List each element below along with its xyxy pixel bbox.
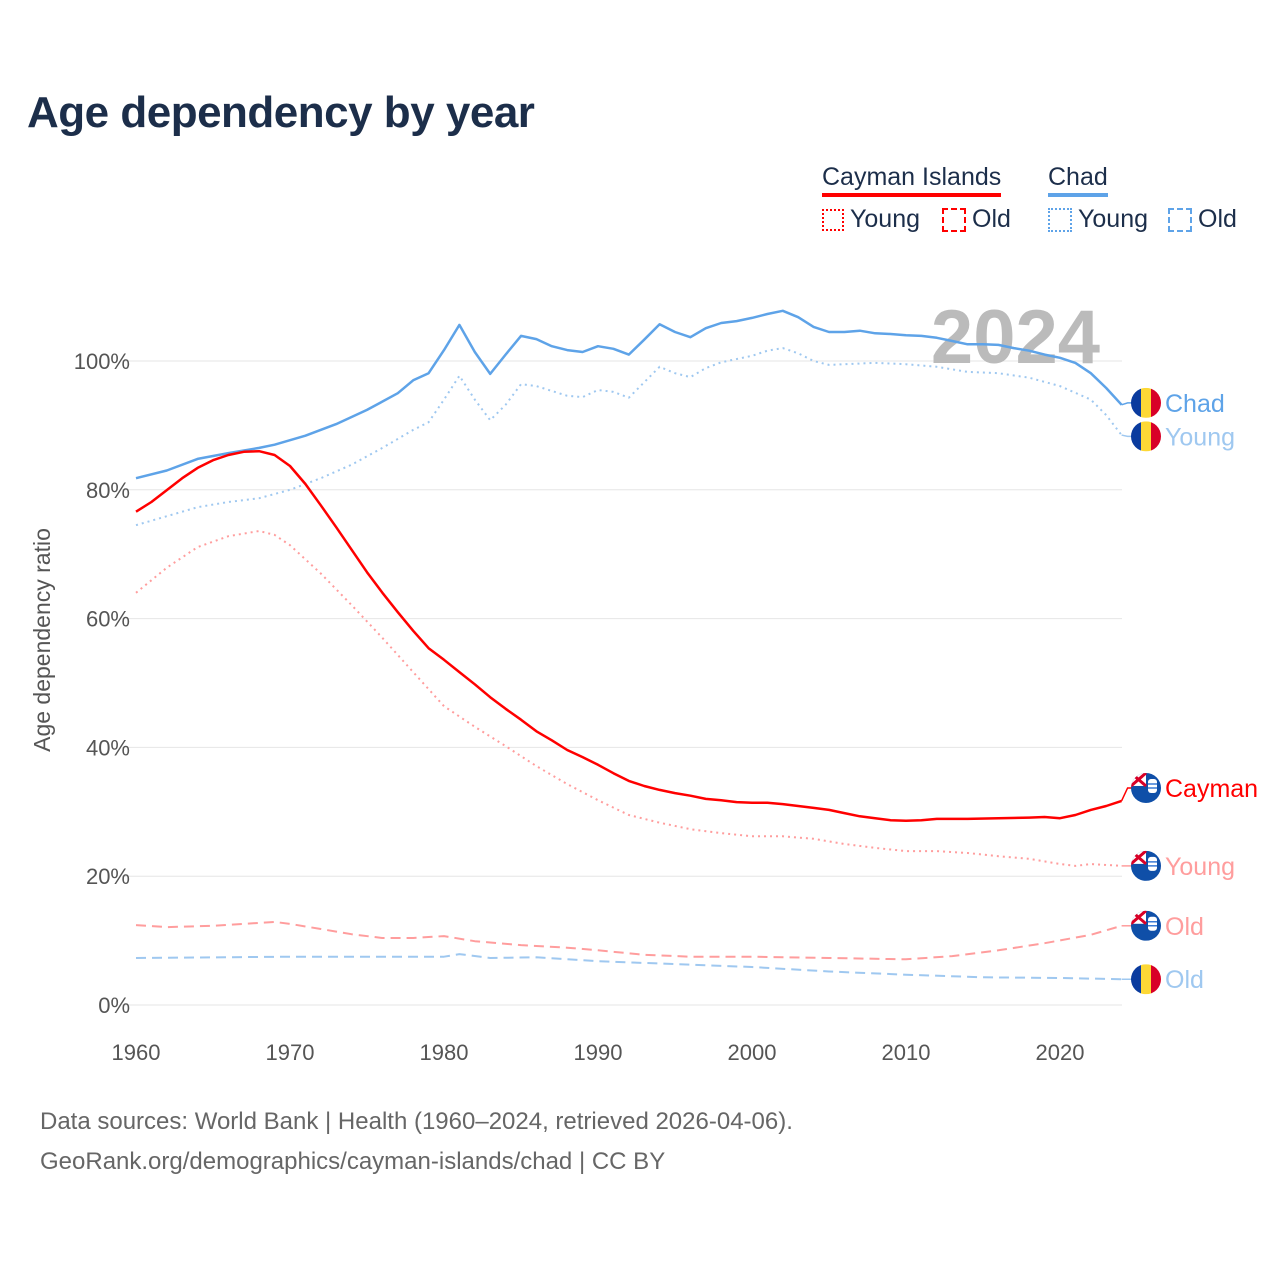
y-tick-label: 80%	[86, 478, 130, 503]
x-tick-label: 2000	[728, 1040, 777, 1065]
dotted-swatch-icon	[1048, 207, 1072, 232]
legend-chad-old[interactable]: Old	[1168, 205, 1237, 234]
end-label: Cayman	[1165, 775, 1258, 803]
x-tick-label: 2010	[882, 1040, 931, 1065]
cayman-flag-icon	[1131, 772, 1161, 803]
chad-flag-icon	[1131, 387, 1161, 418]
series-line-cayman-islands-old	[135, 920, 1122, 961]
legend-old-label: Old	[1198, 205, 1237, 233]
legend-cayman-young[interactable]: Young	[822, 205, 920, 234]
legend-cayman-old[interactable]: Old	[942, 205, 1011, 234]
end-label: Young	[1165, 423, 1235, 451]
x-tick-label: 1960	[112, 1040, 161, 1065]
dashed-swatch-icon	[942, 207, 966, 232]
y-tick-label: 0%	[98, 993, 130, 1018]
end-label: Old	[1165, 966, 1204, 994]
legend-cayman-label: Cayman Islands	[822, 163, 1002, 191]
series-line-cayman-islands-young	[135, 530, 1122, 867]
dashed-swatch-icon	[1168, 207, 1192, 232]
series-line-cayman-islands	[135, 449, 1122, 823]
chad-flag-icon	[1131, 964, 1161, 995]
page-title: Age dependency by year	[27, 88, 535, 137]
legend-chad-label: Chad	[1048, 163, 1108, 191]
legend-old-label: Old	[972, 205, 1011, 233]
legend-young-label: Young	[1078, 205, 1148, 233]
x-tick-label: 1970	[266, 1040, 315, 1065]
series-line-chad	[135, 309, 1123, 480]
x-tick-label: 2020	[1036, 1040, 1085, 1065]
legend-cayman[interactable]: Cayman Islands	[822, 163, 1002, 197]
source-line-1: Data sources: World Bank | Health (1960–…	[40, 1108, 793, 1135]
end-connector	[1121, 402, 1132, 406]
legend-young-label: Young	[850, 205, 920, 233]
legend-cayman-swatch	[822, 193, 1002, 197]
end-label: Old	[1165, 913, 1204, 941]
legend-chad[interactable]: Chad	[1048, 163, 1108, 197]
year-overlay: 2024	[931, 295, 1100, 380]
cayman-flag-icon	[1131, 910, 1161, 941]
y-tick-label: 40%	[86, 735, 130, 760]
source-line-2[interactable]: GeoRank.org/demographics/cayman-islands/…	[40, 1148, 666, 1175]
dotted-swatch-icon	[822, 208, 844, 231]
end-label: Young	[1165, 853, 1235, 881]
y-tick-label: 20%	[86, 864, 130, 889]
x-tick-label: 1980	[420, 1040, 469, 1065]
y-tick-label: 100%	[74, 349, 130, 374]
legend-chad-swatch	[1048, 193, 1108, 197]
end-connector	[1120, 787, 1132, 802]
y-axis-label: Age dependency ratio	[29, 528, 55, 752]
cayman-flag-icon	[1131, 850, 1161, 881]
end-label: Chad	[1165, 390, 1225, 418]
end-connector	[1121, 434, 1132, 438]
chad-flag-icon	[1131, 421, 1161, 452]
legend-chad-young[interactable]: Young	[1048, 205, 1148, 234]
x-tick-label: 1990	[574, 1040, 623, 1065]
y-tick-label: 60%	[86, 607, 130, 632]
series-line-chad-old	[135, 953, 1122, 981]
